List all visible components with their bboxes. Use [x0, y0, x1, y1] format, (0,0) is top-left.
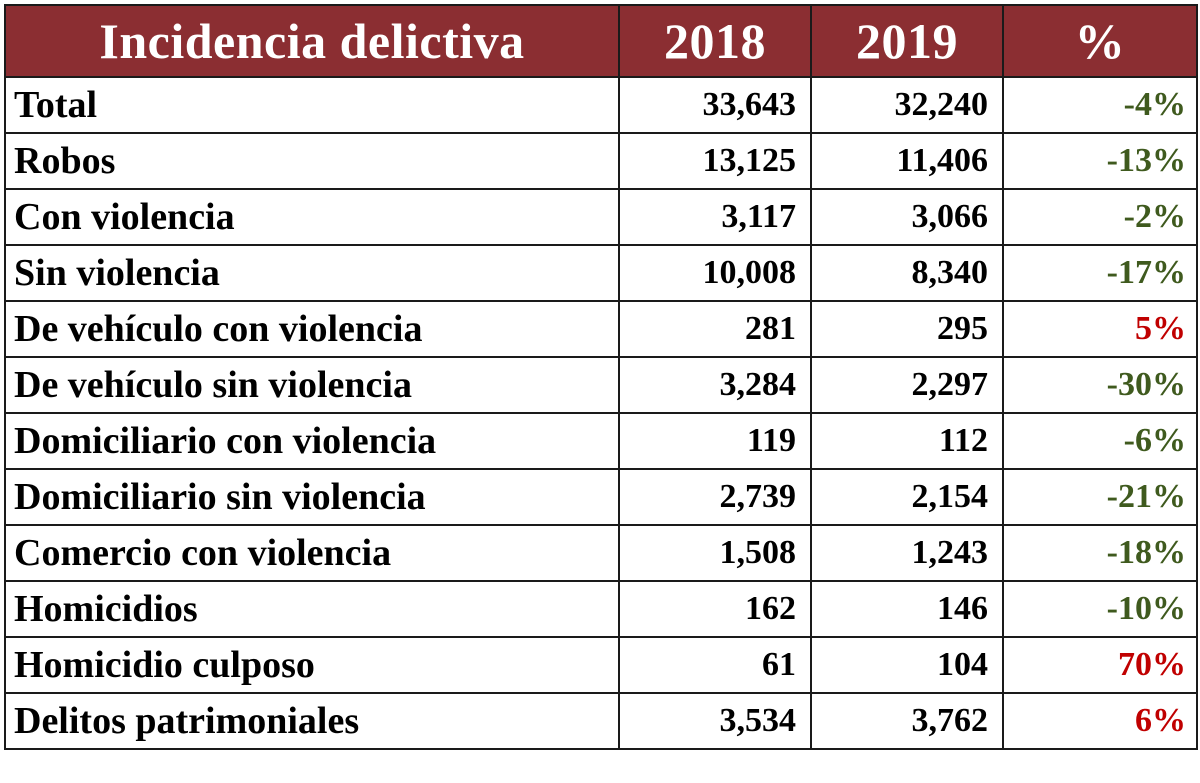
- value-2018: 3,117: [618, 188, 812, 246]
- value-2019: 112: [810, 412, 1004, 470]
- value-2018: 281: [618, 300, 812, 358]
- value-2019: 2,154: [810, 468, 1004, 526]
- header-row: Incidencia delictiva 2018 2019 %: [4, 4, 1198, 78]
- row-label: De vehículo sin violencia: [4, 356, 620, 414]
- percent-change: -13%: [1002, 132, 1198, 190]
- table-body: Total 33,643 32,240 -4% Robos 13,125 11,…: [4, 76, 1198, 750]
- value-2019: 295: [810, 300, 1004, 358]
- percent-change: -17%: [1002, 244, 1198, 302]
- percent-change: -21%: [1002, 468, 1198, 526]
- value-2019: 11,406: [810, 132, 1004, 190]
- table-row: Sin violencia 10,008 8,340 -17%: [4, 244, 1198, 302]
- value-2019: 2,297: [810, 356, 1004, 414]
- row-label: Total: [4, 76, 620, 134]
- value-2019: 32,240: [810, 76, 1004, 134]
- percent-change: -2%: [1002, 188, 1198, 246]
- table-header: Incidencia delictiva 2018 2019 %: [4, 4, 1198, 78]
- percent-change: 6%: [1002, 692, 1198, 750]
- value-2018: 13,125: [618, 132, 812, 190]
- row-label: Sin violencia: [4, 244, 620, 302]
- row-label: Homicidio culposo: [4, 636, 620, 694]
- header-2019: 2019: [810, 4, 1004, 78]
- row-label: Domiciliario sin violencia: [4, 468, 620, 526]
- value-2018: 3,534: [618, 692, 812, 750]
- value-2018: 2,739: [618, 468, 812, 526]
- crime-incidence-table: Incidencia delictiva 2018 2019 % Total 3…: [4, 4, 1198, 750]
- value-2018: 3,284: [618, 356, 812, 414]
- percent-change: -10%: [1002, 580, 1198, 638]
- value-2019: 8,340: [810, 244, 1004, 302]
- value-2019: 146: [810, 580, 1004, 638]
- row-label: Con violencia: [4, 188, 620, 246]
- value-2019: 104: [810, 636, 1004, 694]
- table-row: De vehículo con violencia 281 295 5%: [4, 300, 1198, 358]
- row-label: De vehículo con violencia: [4, 300, 620, 358]
- table-row: Domiciliario con violencia 119 112 -6%: [4, 412, 1198, 470]
- value-2018: 162: [618, 580, 812, 638]
- value-2019: 3,762: [810, 692, 1004, 750]
- value-2019: 3,066: [810, 188, 1004, 246]
- percent-change: -6%: [1002, 412, 1198, 470]
- row-label: Comercio con violencia: [4, 524, 620, 582]
- value-2018: 61: [618, 636, 812, 694]
- row-label: Homicidios: [4, 580, 620, 638]
- table-row: Homicidios 162 146 -10%: [4, 580, 1198, 638]
- table-row: Robos 13,125 11,406 -13%: [4, 132, 1198, 190]
- value-2018: 33,643: [618, 76, 812, 134]
- percent-change: -30%: [1002, 356, 1198, 414]
- table-row: Homicidio culposo 61 104 70%: [4, 636, 1198, 694]
- row-label: Delitos patrimoniales: [4, 692, 620, 750]
- table-row: Total 33,643 32,240 -4%: [4, 76, 1198, 134]
- table-row: Delitos patrimoniales 3,534 3,762 6%: [4, 692, 1198, 750]
- percent-change: 5%: [1002, 300, 1198, 358]
- percent-change: -18%: [1002, 524, 1198, 582]
- row-label: Domiciliario con violencia: [4, 412, 620, 470]
- value-2018: 119: [618, 412, 812, 470]
- value-2018: 1,508: [618, 524, 812, 582]
- header-label: Incidencia delictiva: [4, 4, 620, 78]
- table-row: De vehículo sin violencia 3,284 2,297 -3…: [4, 356, 1198, 414]
- header-2018: 2018: [618, 4, 812, 78]
- percent-change: 70%: [1002, 636, 1198, 694]
- value-2018: 10,008: [618, 244, 812, 302]
- percent-change: -4%: [1002, 76, 1198, 134]
- header-percent: %: [1002, 4, 1198, 78]
- table-row: Comercio con violencia 1,508 1,243 -18%: [4, 524, 1198, 582]
- table-row: Con violencia 3,117 3,066 -2%: [4, 188, 1198, 246]
- table-row: Domiciliario sin violencia 2,739 2,154 -…: [4, 468, 1198, 526]
- value-2019: 1,243: [810, 524, 1004, 582]
- row-label: Robos: [4, 132, 620, 190]
